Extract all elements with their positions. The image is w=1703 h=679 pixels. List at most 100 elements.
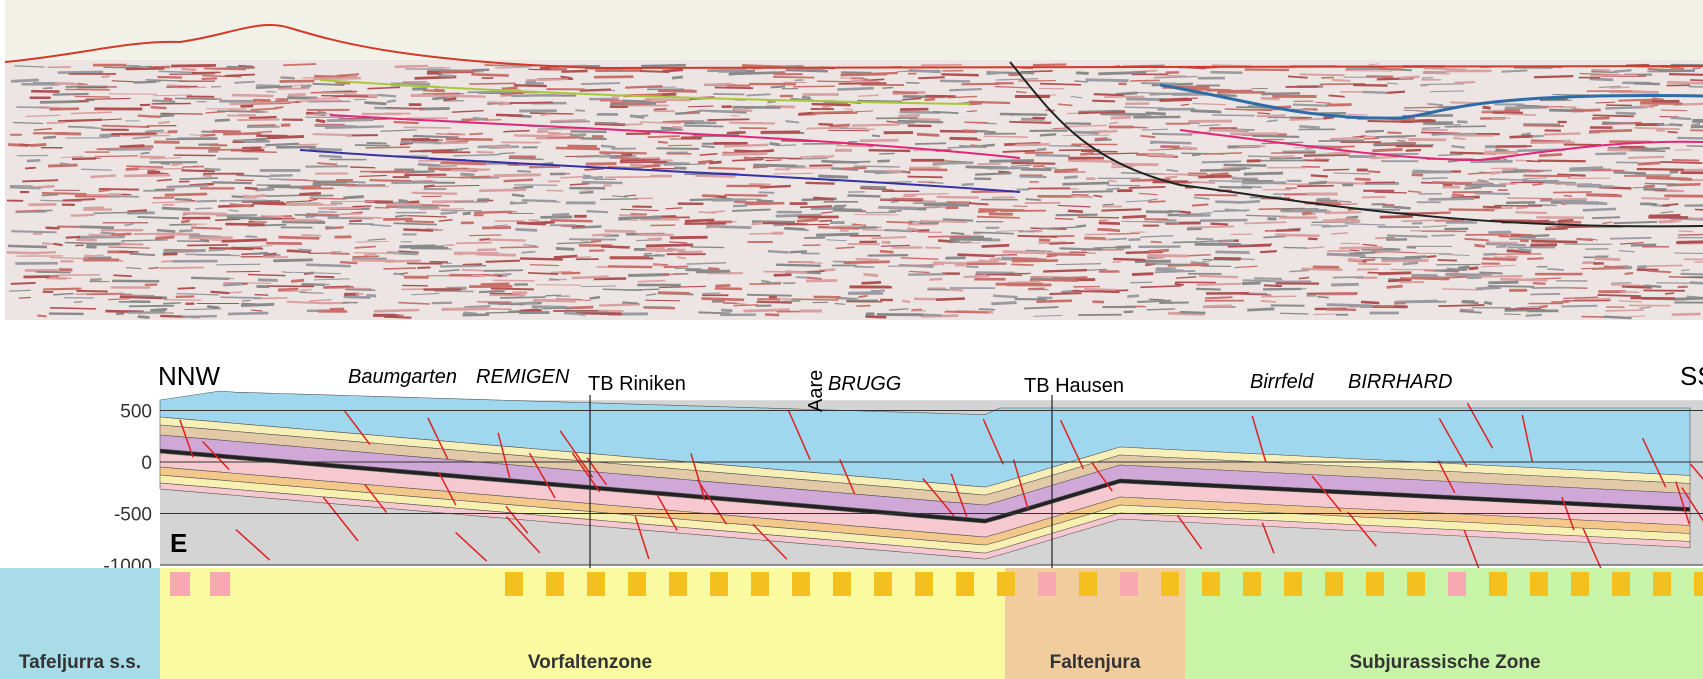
borehole-label: TB Hausen (1024, 375, 1124, 397)
seismic-trace (99, 189, 139, 190)
seismic-trace (1331, 284, 1359, 285)
seismic-trace (1422, 128, 1440, 129)
seismic-trace (318, 208, 361, 209)
seismic-trace (1302, 213, 1311, 214)
seismic-trace (473, 118, 485, 119)
seismic-trace (419, 209, 464, 210)
seismic-trace (1088, 269, 1106, 270)
seismic-trace (597, 267, 608, 268)
seismic-trace (1552, 199, 1587, 200)
seismic-trace (403, 229, 433, 230)
seismic-trace (1448, 160, 1459, 161)
seismic-trace (1132, 274, 1153, 275)
seismic-trace (1247, 309, 1274, 310)
seismic-trace (275, 100, 288, 101)
seismic-trace (1430, 91, 1464, 92)
seismic-trace (1656, 283, 1694, 284)
seismic-trace (807, 278, 822, 279)
seismic-trace (477, 152, 494, 153)
seismic-trace (1111, 166, 1134, 167)
seismic-trace (1078, 217, 1119, 218)
seismic-trace (160, 267, 204, 268)
seismic-trace (1016, 92, 1027, 93)
seismic-trace (893, 92, 918, 93)
seismic-trace (1146, 113, 1166, 114)
seismic-trace (11, 283, 36, 284)
seismic-trace (164, 99, 173, 100)
zone-marker (833, 572, 851, 596)
seismic-trace (200, 240, 210, 241)
seismic-trace (886, 222, 912, 223)
seismic-trace (589, 297, 600, 298)
seismic-trace (872, 136, 880, 137)
seismic-trace (216, 264, 260, 265)
seismic-trace (1150, 94, 1196, 95)
seismic-trace (1445, 126, 1486, 127)
seismic-trace (1625, 273, 1633, 274)
seismic-trace (1412, 172, 1451, 173)
seismic-trace (1098, 72, 1146, 73)
seismic-trace (982, 245, 1010, 246)
seismic-trace (301, 235, 321, 236)
seismic-trace (1387, 286, 1403, 287)
seismic-trace (1404, 107, 1449, 108)
seismic-trace (43, 137, 56, 138)
seismic-trace (1445, 277, 1468, 278)
seismic-trace (1037, 149, 1047, 150)
seismic-trace (1633, 83, 1659, 84)
seismic-trace (1676, 242, 1703, 243)
seismic-trace (394, 273, 405, 274)
seismic-trace (1127, 296, 1139, 297)
seismic-trace (126, 169, 139, 170)
seismic-trace (178, 288, 196, 289)
seismic-trace (1538, 161, 1586, 162)
seismic-trace (124, 175, 170, 176)
seismic-trace (145, 131, 164, 132)
seismic-trace (819, 220, 832, 221)
seismic-trace (1212, 115, 1254, 116)
seismic-trace (1165, 177, 1177, 178)
seismic-trace (1262, 93, 1300, 94)
seismic-trace (157, 77, 181, 78)
seismic-trace (326, 227, 336, 228)
seismic-trace (1146, 264, 1188, 265)
seismic-trace (37, 316, 46, 317)
seismic-trace (586, 164, 617, 165)
seismic-trace (1205, 297, 1232, 298)
seismic-trace (564, 313, 577, 314)
seismic-trace (1339, 201, 1352, 202)
seismic-trace (343, 197, 364, 198)
seismic-trace (1641, 148, 1670, 149)
seismic-trace (708, 268, 719, 269)
seismic-trace (1427, 104, 1443, 105)
seismic-trace (1150, 142, 1191, 143)
seismic-trace (1015, 144, 1049, 145)
seismic-trace (917, 134, 939, 135)
seismic-trace (1523, 176, 1571, 177)
seismic-trace (1690, 130, 1703, 131)
seismic-trace (1094, 94, 1124, 95)
seismic-trace (87, 294, 132, 295)
seismic-trace (314, 76, 345, 77)
seismic-trace (1544, 182, 1576, 183)
seismic-trace (709, 162, 721, 163)
seismic-trace (582, 182, 623, 183)
zone-marker (1243, 572, 1261, 596)
seismic-trace (1531, 241, 1577, 242)
seismic-trace (155, 237, 174, 238)
seismic-trace (1438, 305, 1484, 306)
seismic-trace (898, 121, 944, 122)
place-label: Birrfeld (1250, 371, 1314, 393)
seismic-trace (74, 302, 83, 303)
seismic-trace (724, 195, 767, 196)
place-label: BRUGG (828, 373, 901, 395)
seismic-trace (55, 83, 74, 84)
seismic-trace (622, 302, 638, 303)
seismic-trace (645, 300, 680, 301)
zone-label: Tafeljurra s.s. (19, 652, 141, 673)
seismic-trace (237, 120, 279, 121)
seismic-trace (316, 120, 326, 121)
seismic-trace (1693, 68, 1702, 69)
seismic-trace (1311, 225, 1331, 226)
